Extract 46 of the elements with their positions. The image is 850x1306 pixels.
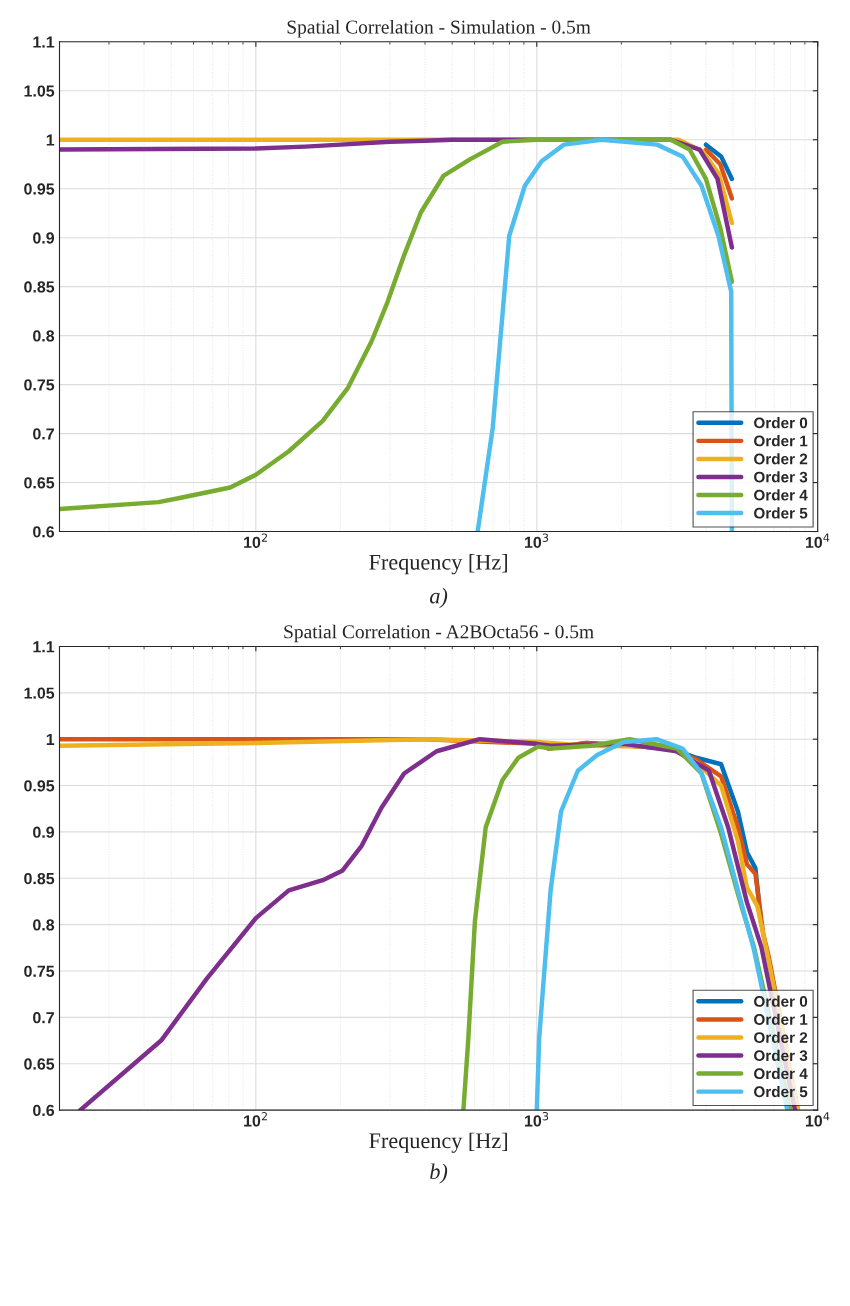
x-tick-label: 10$^{4}$ bbox=[805, 533, 830, 549]
text: a) bbox=[430, 587, 448, 609]
legend-label: Order 5 bbox=[754, 1085, 808, 1098]
y-tick-label: 0.75 bbox=[24, 379, 55, 391]
y-tick-label: 0.6 bbox=[33, 1104, 55, 1117]
y-tick-label: 1.1 bbox=[33, 641, 55, 653]
y-tick-label: 0.6 bbox=[33, 526, 55, 538]
y-tick-label: 0.9 bbox=[33, 826, 55, 838]
legend-label: Order 0 bbox=[754, 417, 808, 429]
y-tick-label: 1.05 bbox=[24, 687, 55, 699]
y-tick-label: 0.65 bbox=[24, 1058, 55, 1070]
y-tick-label: 0.85 bbox=[24, 281, 55, 293]
y-tick-label: 0.95 bbox=[24, 780, 55, 792]
y-tick-label: 0.8 bbox=[33, 919, 55, 931]
legend-label: Order 1 bbox=[754, 435, 808, 447]
y-tick-label: 0.65 bbox=[24, 477, 55, 489]
y-tick-label: 1 bbox=[46, 134, 55, 146]
y-tick-label: 0.95 bbox=[24, 183, 55, 195]
x-tick-label: 10$^{4}$ bbox=[805, 1112, 830, 1127]
legend-label: Order 5 bbox=[754, 507, 808, 519]
text: b) bbox=[430, 1163, 448, 1184]
x-tick-label: 10$^{2}$ bbox=[244, 533, 267, 549]
legend-label: Order 4 bbox=[754, 489, 808, 501]
y-tick-label: 0.7 bbox=[33, 428, 54, 440]
legend-label: Order 4 bbox=[754, 1067, 808, 1080]
y-tick-label: 0.85 bbox=[24, 872, 55, 885]
y-tick-label: 0.9 bbox=[33, 232, 55, 244]
chart-title: Spatial Correlation - A2BOcta56 - 0.5m bbox=[284, 624, 594, 643]
x-axis-title: Frequency [Hz] bbox=[369, 554, 507, 575]
legend-label: Order 0 bbox=[754, 995, 808, 1007]
legend-label: Order 3 bbox=[754, 471, 808, 483]
legend-label: Order 2 bbox=[754, 1031, 808, 1043]
y-tick-label: 0.8 bbox=[33, 330, 55, 342]
y-tick-label: 1.05 bbox=[24, 85, 55, 97]
legend-label: Order 2 bbox=[754, 453, 808, 465]
chart-title: Spatial Correlation - Simulation - 0.5m bbox=[287, 19, 591, 38]
x-axis-title: Frequency [Hz] bbox=[369, 1132, 507, 1153]
x-tick-label: 10$^{2}$ bbox=[244, 1112, 267, 1127]
x-tick-label: 10$^{3}$ bbox=[525, 1112, 549, 1127]
y-tick-label: 0.75 bbox=[24, 965, 55, 977]
y-tick-label: 1.1 bbox=[33, 36, 55, 48]
legend-label: Order 1 bbox=[754, 1013, 808, 1025]
y-tick-label: 1 bbox=[46, 734, 55, 745]
legend-label: Order 3 bbox=[754, 1049, 808, 1062]
y-tick-label: 0.7 bbox=[33, 1012, 54, 1024]
x-tick-label: 10$^{3}$ bbox=[525, 533, 549, 549]
